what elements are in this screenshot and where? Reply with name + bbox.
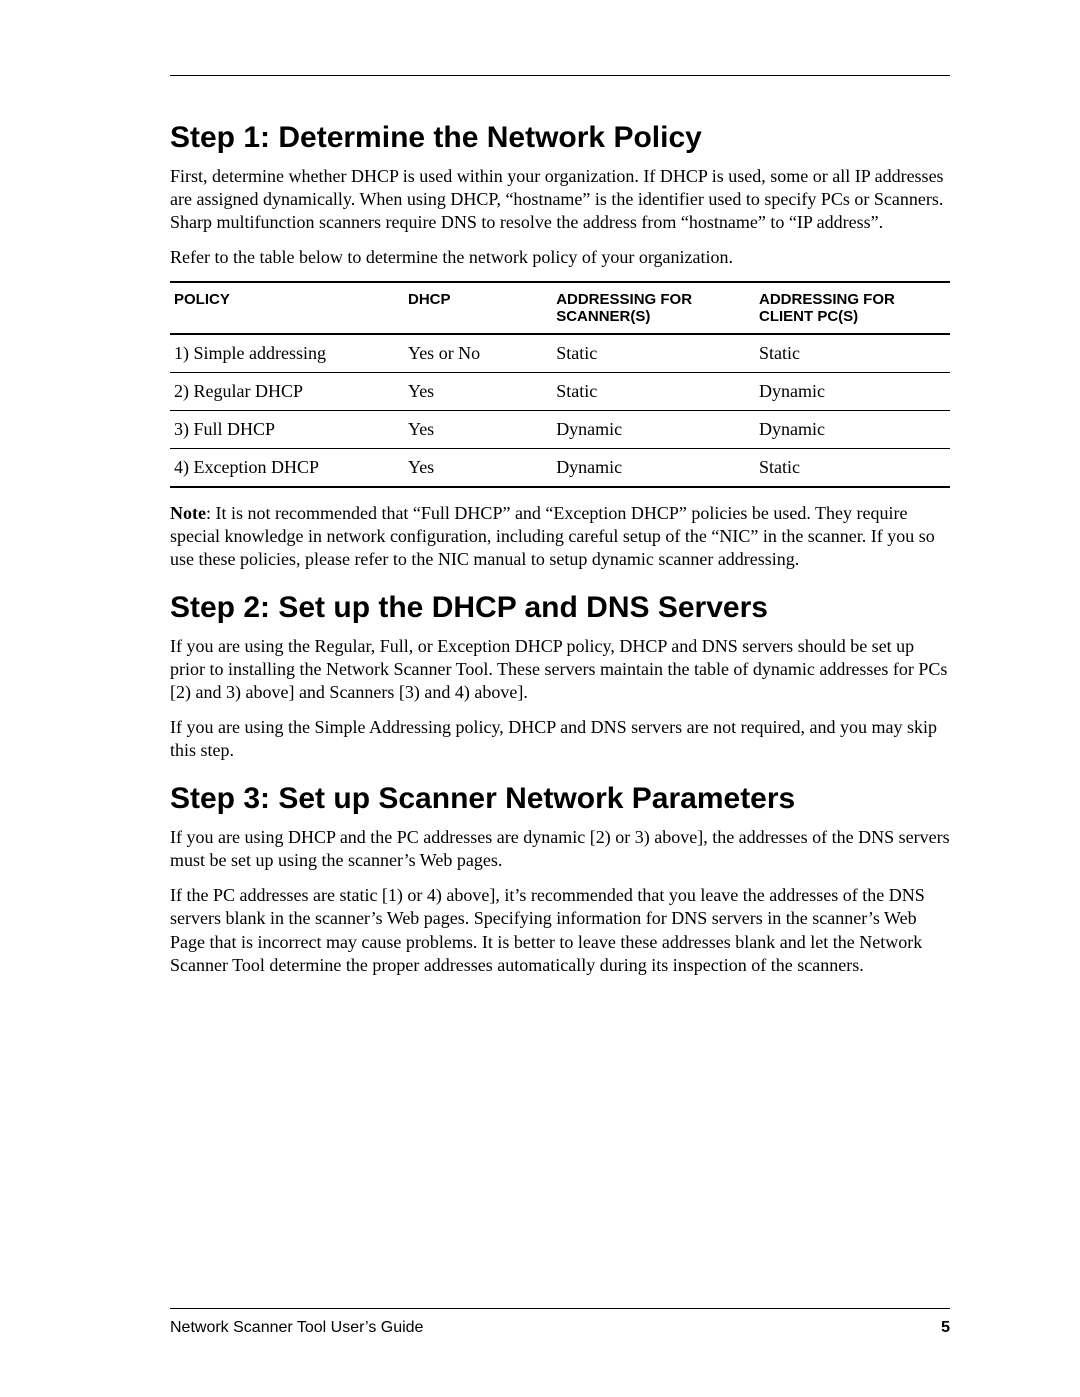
cell-policy: 1) Simple addressing <box>170 334 404 373</box>
table-header-row: POLICY DHCP ADDRESSING FOR SCANNER(S) AD… <box>170 282 950 334</box>
cell-policy: 2) Regular DHCP <box>170 373 404 411</box>
step1-para1: First, determine whether DHCP is used wi… <box>170 165 950 234</box>
step1-para2: Refer to the table below to determine th… <box>170 246 950 269</box>
page-number: 5 <box>941 1319 950 1337</box>
table-row: 3) Full DHCP Yes Dynamic Dynamic <box>170 411 950 449</box>
step2-para1: If you are using the Regular, Full, or E… <box>170 635 950 704</box>
cell-dhcp: Yes <box>404 411 552 449</box>
cell-dhcp: Yes <box>404 449 552 488</box>
cell-dhcp: Yes or No <box>404 334 552 373</box>
page-footer: Network Scanner Tool User’s Guide 5 <box>170 1308 950 1337</box>
header-dhcp: DHCP <box>404 282 552 334</box>
cell-scanner: Static <box>552 334 755 373</box>
header-scanner: ADDRESSING FOR SCANNER(S) <box>552 282 755 334</box>
cell-client: Dynamic <box>755 411 950 449</box>
note-text: : It is not recommended that “Full DHCP”… <box>170 503 935 569</box>
table-row: 2) Regular DHCP Yes Static Dynamic <box>170 373 950 411</box>
note-paragraph: Note: It is not recommended that “Full D… <box>170 502 950 571</box>
cell-dhcp: Yes <box>404 373 552 411</box>
note-label: Note <box>170 503 206 523</box>
top-rule <box>170 75 950 76</box>
document-page: Step 1: Determine the Network Policy Fir… <box>0 0 1080 1397</box>
step3-para2: If the PC addresses are static [1) or 4)… <box>170 884 950 976</box>
step2-heading: Step 2: Set up the DHCP and DNS Servers <box>170 591 950 625</box>
cell-scanner: Dynamic <box>552 449 755 488</box>
policy-table: POLICY DHCP ADDRESSING FOR SCANNER(S) AD… <box>170 281 950 488</box>
cell-client: Dynamic <box>755 373 950 411</box>
content-area: Step 1: Determine the Network Policy Fir… <box>170 121 950 1308</box>
step1-heading: Step 1: Determine the Network Policy <box>170 121 950 155</box>
cell-policy: 4) Exception DHCP <box>170 449 404 488</box>
header-client: ADDRESSING FOR CLIENT PC(S) <box>755 282 950 334</box>
footer-title: Network Scanner Tool User’s Guide <box>170 1319 423 1337</box>
step3-para1: If you are using DHCP and the PC address… <box>170 826 950 872</box>
step3-heading: Step 3: Set up Scanner Network Parameter… <box>170 782 950 816</box>
cell-policy: 3) Full DHCP <box>170 411 404 449</box>
cell-client: Static <box>755 449 950 488</box>
table-row: 4) Exception DHCP Yes Dynamic Static <box>170 449 950 488</box>
cell-scanner: Dynamic <box>552 411 755 449</box>
step2-para2: If you are using the Simple Addressing p… <box>170 716 950 762</box>
cell-scanner: Static <box>552 373 755 411</box>
table-row: 1) Simple addressing Yes or No Static St… <box>170 334 950 373</box>
cell-client: Static <box>755 334 950 373</box>
header-policy: POLICY <box>170 282 404 334</box>
